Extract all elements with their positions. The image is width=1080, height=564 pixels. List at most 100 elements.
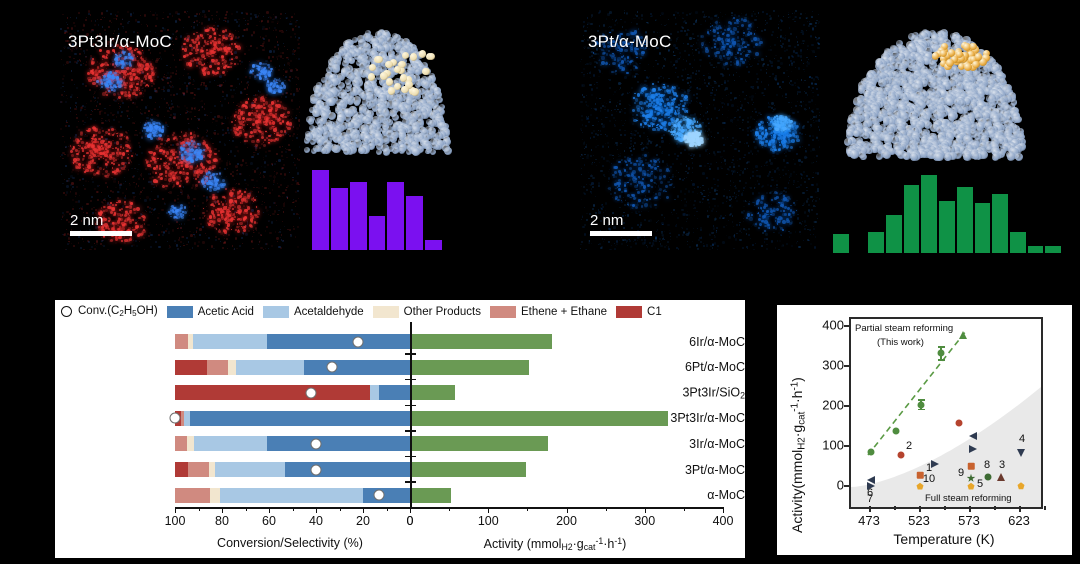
annotation-full-steam: Full steam reforming [925,493,1012,504]
data-point [892,427,900,435]
legend-item-2: Other Products [372,305,481,318]
histogram-bar [956,187,973,253]
axis-tick [869,506,871,512]
center-row-tick [405,353,416,355]
data-point-label: 7 [867,493,873,505]
table-row [175,436,410,452]
legend-label: Other Products [404,306,481,318]
bar-segment [175,359,207,375]
axis-minor-tick [245,507,247,511]
bar-segment [190,410,410,426]
center-row-tick [405,481,416,483]
axis-tick [269,507,270,514]
axis-minor-tick [944,506,946,510]
axis-tick-label: 100 [165,514,186,528]
axis-tick-label: 573 [958,513,980,528]
histogram-bar [1045,246,1061,253]
axis-tick-label: 473 [858,513,880,528]
axis-minor-tick [683,507,685,511]
center-row-tick [405,430,416,432]
legend-swatch [166,305,193,318]
scatter-y-axis-label: Activity(mmolH2·gcat-1·h-1) [789,377,807,533]
histogram-bar [330,188,348,250]
scale-bar-text: 2 nm [590,212,652,229]
data-point-label: 8 [984,459,990,471]
bar-segment [186,436,194,452]
data-point [916,471,924,479]
axis-tick [844,325,850,327]
bar-segment [175,487,211,503]
axis-tick-label: 20 [356,514,370,528]
scale-bar: 2 nm [590,212,652,236]
eds-map-canvas [580,10,820,250]
legend-label: Ethene + Ethane [521,306,607,318]
axis-minor-tick [386,507,388,511]
histogram-bar [387,182,405,250]
axis-tick [488,507,490,514]
axis-tick [410,507,411,514]
axis-tick [316,507,317,514]
data-point-label: 10 [923,473,935,485]
axis-tick [844,405,850,407]
axis-tick [723,507,724,514]
data-point [867,475,875,484]
activity-bar [410,359,529,375]
bar-segment [206,359,228,375]
size-histogram-3pt3ir [312,170,443,250]
scale-bar-text: 2 nm [70,212,132,229]
legend-item-1: Acetaldehyde [262,305,364,318]
nanoparticle-model-3pt [843,25,1027,162]
axis-tick-label: 200 [809,398,844,413]
data-point [984,473,992,481]
center-row-tick [405,378,416,381]
axis-tick [919,506,921,512]
axis-tick-label: 100 [809,438,844,453]
data-point-label: 5 [977,478,983,490]
activity-bar [410,334,553,349]
axis-tick [175,507,176,514]
activity-bar [410,487,451,503]
histogram-bar [939,200,955,253]
bar-segment [180,410,185,426]
histogram-bar [921,175,938,253]
annotation-partial-steam: Partial steam reforming [855,323,953,334]
legend-item-3: Ethene + Ethane [490,305,607,318]
bar-segment [219,487,363,503]
table-row [175,359,410,375]
bar-segment [175,334,188,349]
bar-segment [370,385,380,401]
conversion-marker [305,387,317,399]
conversion-marker [310,464,322,475]
axis-tick-label: 300 [809,358,844,373]
legend-label: C1 [647,306,662,318]
error-bar-cap [937,346,945,348]
bar-segment [175,385,370,401]
trendline [867,330,967,456]
histogram-bar [1009,232,1026,253]
table-row [175,410,410,426]
full-steam-reforming-region [851,319,1041,507]
size-histogram-3pt [833,175,1061,253]
selectivity-activity-chart: Conv.(C2H5OH) Acetic Acid Acetaldehyde Othe… [55,300,745,558]
bar-segment [210,487,220,503]
x-axis-line [175,507,723,509]
histogram-bar [1027,246,1044,253]
bar-segment [235,359,305,375]
axis-tick-label: 400 [809,318,844,333]
data-point [966,473,976,482]
bar-segment [175,462,188,477]
axis-tick-label: 200 [556,514,577,528]
error-bar-cap [937,359,945,361]
eds-map-label: 3Pt/α-MoC [588,32,671,52]
scale-bar: 2 nm [70,212,132,236]
legend-label: Conv.(C2H5OH) [78,305,158,318]
bar-segment [266,436,410,452]
center-row-tick [405,455,416,458]
axis-minor-tick [527,507,529,511]
conversion-marker [373,489,385,501]
eds-map-3pt3ir: 3Pt3Ir/α-MoC 2 nm [60,10,300,250]
bar-segment [187,462,209,477]
histogram-bar [312,170,329,250]
activity-temperature-plot: Activity(mmolH2·gcat-1·h-1) 0 100 200 300 40… [777,305,1072,555]
eds-map-3pt: 3Pt/α-MoC 2 nm [580,10,820,250]
